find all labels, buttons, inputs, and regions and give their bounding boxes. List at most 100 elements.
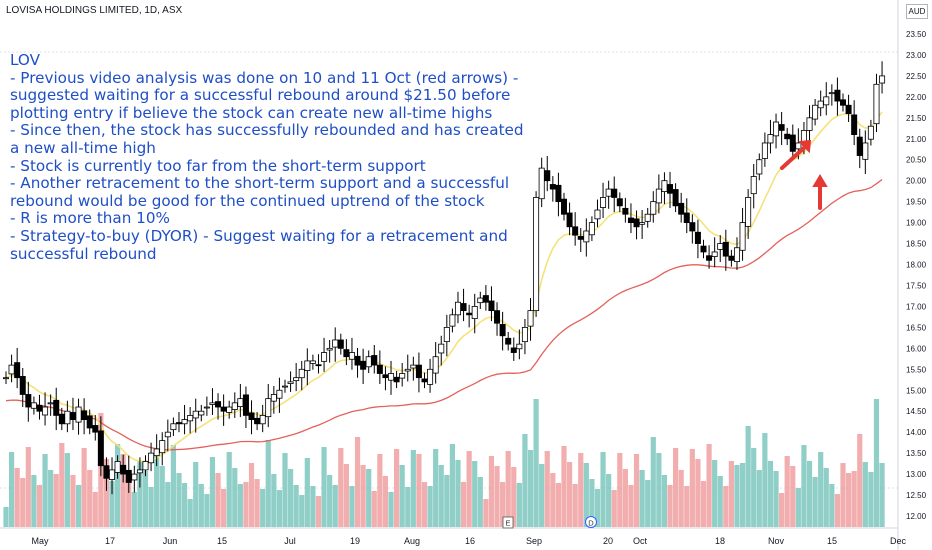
candle-body bbox=[8, 364, 15, 375]
note-line: suggested waiting for a successful rebou… bbox=[10, 86, 511, 105]
volume-bar bbox=[354, 437, 361, 527]
candle-body bbox=[672, 189, 679, 207]
candle-body bbox=[538, 167, 545, 200]
candle-body bbox=[237, 398, 244, 408]
candle-body bbox=[745, 197, 752, 227]
candle-body bbox=[711, 251, 718, 257]
candle-body bbox=[281, 385, 288, 388]
candle-body bbox=[594, 209, 601, 220]
volume-bar bbox=[762, 433, 768, 527]
candle-body bbox=[544, 170, 551, 182]
symbol-header: LOVISA HOLDINGS LIMITED, 1D, ASX bbox=[6, 5, 183, 16]
candle-body bbox=[733, 247, 740, 262]
volume-bar bbox=[466, 451, 472, 527]
note-line: - Stock is currently too far from the sh… bbox=[10, 156, 426, 175]
candle-body bbox=[315, 364, 322, 367]
volume-bar bbox=[137, 461, 143, 527]
candle-body bbox=[650, 201, 657, 215]
candle-body bbox=[454, 301, 461, 316]
candle-body bbox=[148, 452, 155, 464]
volume-bar bbox=[606, 474, 612, 527]
time-tick-label: Jul bbox=[284, 536, 296, 546]
volume-bar bbox=[8, 452, 15, 527]
event-label: E bbox=[505, 519, 510, 528]
candle-body bbox=[348, 352, 355, 360]
volume-bar bbox=[204, 494, 210, 527]
volume-bar bbox=[170, 445, 176, 527]
volume-bar bbox=[645, 480, 651, 527]
volume-bar bbox=[48, 470, 54, 527]
volume-bar bbox=[87, 470, 93, 527]
candle-body bbox=[198, 410, 205, 416]
volume-bar bbox=[327, 475, 333, 527]
volume-bar bbox=[421, 482, 428, 527]
volume-bar bbox=[700, 481, 707, 527]
price-axis: 12.00 12.50 13.00 13.50 14.00 14.50 15.00 15.50… bbox=[906, 30, 927, 521]
candle-body bbox=[773, 121, 780, 137]
candle-body bbox=[627, 217, 634, 224]
volume-bar bbox=[767, 461, 774, 527]
note-line: - Since then, the stock has successfully… bbox=[10, 121, 524, 140]
volume-bar bbox=[516, 483, 522, 527]
volume-bar bbox=[444, 475, 450, 527]
red-arrow bbox=[780, 144, 808, 170]
volume-bar bbox=[550, 473, 556, 527]
volume-bar bbox=[343, 464, 349, 527]
volume-bar bbox=[823, 468, 829, 527]
volume-bar bbox=[812, 477, 818, 527]
price-tick-label: 16.00 bbox=[906, 344, 927, 353]
candle-body bbox=[109, 469, 116, 480]
candlesticks bbox=[3, 61, 886, 495]
candle-body bbox=[53, 399, 60, 416]
candle-body bbox=[270, 394, 277, 402]
candle-body bbox=[376, 364, 383, 374]
volume-bar bbox=[42, 454, 48, 527]
volume-bar bbox=[678, 470, 684, 527]
volume-bar bbox=[483, 499, 489, 527]
volume-bar bbox=[371, 491, 377, 527]
candle-body bbox=[136, 469, 143, 474]
candle-body bbox=[19, 376, 26, 395]
volume-bar bbox=[834, 494, 841, 527]
candle-body bbox=[131, 473, 138, 481]
volume-bar bbox=[460, 482, 467, 527]
candle-body bbox=[265, 398, 272, 418]
time-tick-label: May bbox=[31, 536, 49, 546]
volume-bar bbox=[806, 461, 813, 527]
candle-body bbox=[382, 374, 389, 379]
candle-body bbox=[69, 412, 76, 421]
volume-bar bbox=[689, 449, 695, 527]
volume-bar bbox=[712, 460, 718, 527]
candle-body bbox=[806, 117, 813, 131]
price-tick-label: 14.50 bbox=[906, 407, 927, 416]
volume-bar bbox=[248, 463, 255, 527]
candle-body bbox=[521, 326, 528, 343]
candle-body bbox=[86, 415, 93, 429]
volume-bar bbox=[187, 499, 193, 527]
price-tick-label: 12.00 bbox=[906, 512, 927, 521]
currency-badge[interactable]: AUD bbox=[906, 4, 928, 19]
candle-body bbox=[332, 339, 339, 348]
time-tick-label: 19 bbox=[350, 536, 360, 546]
candle-body bbox=[309, 360, 316, 364]
candle-body bbox=[164, 431, 171, 438]
candle-body bbox=[583, 230, 590, 243]
price-tick-label: 23.50 bbox=[906, 30, 927, 39]
volume-bar bbox=[232, 468, 238, 527]
candle-body bbox=[873, 83, 880, 125]
volume-bar bbox=[25, 447, 31, 527]
volume-bar bbox=[221, 489, 227, 527]
volume-bar bbox=[633, 454, 640, 527]
candle-body bbox=[633, 218, 640, 228]
volume-bar bbox=[745, 426, 751, 527]
time-tick-label: Jun bbox=[163, 536, 178, 546]
price-tick-label: 15.50 bbox=[906, 365, 927, 374]
volume-bar bbox=[583, 463, 589, 527]
candle-body bbox=[354, 355, 361, 366]
volume-bar bbox=[661, 475, 668, 527]
volume-bar bbox=[226, 452, 232, 527]
candle-body bbox=[170, 423, 177, 431]
time-tick-label: Oct bbox=[633, 536, 648, 546]
candle-body bbox=[510, 347, 517, 353]
